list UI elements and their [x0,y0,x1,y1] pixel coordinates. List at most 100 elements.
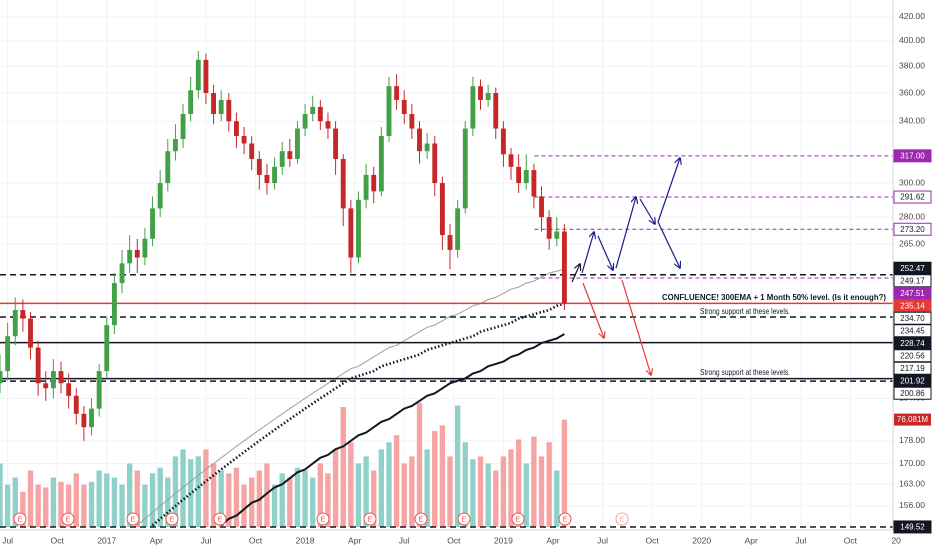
level-label-box [893,149,932,163]
level-label: 200.86 [900,389,925,398]
x-tick-label: Oct [249,535,263,545]
level-label-box [893,190,932,204]
x-tick-label: Apr [546,535,559,545]
volume-bar [233,467,240,527]
volume-bar [371,470,377,527]
x-tick-label: 2018 [296,535,315,545]
candle-body [394,86,400,100]
volume-bar [432,431,438,527]
candle-body [386,86,392,136]
moving-average [220,333,565,527]
volume-bar [43,487,49,527]
volume-bar [470,459,476,527]
volume-bar [226,473,232,527]
volume-bar [447,456,453,527]
candles [0,50,567,441]
volume-bar [149,473,156,527]
level-label-box [893,520,932,534]
arrow [657,158,680,223]
grid [0,0,893,530]
candle-body [523,170,529,184]
level-label: 149.52 [900,523,925,532]
x-tick-label: Jul [2,535,13,545]
candle-body [241,135,247,144]
arrow [621,279,651,375]
candle-body [432,143,438,184]
candle-body [195,59,201,91]
level-label: 317.00 [900,151,925,160]
candle-body [302,114,308,129]
annotation: Strong support at these levels. [700,307,790,316]
candle-body [561,231,567,304]
candle-body [66,383,72,396]
candle-body [20,309,26,319]
volume-bar [210,463,217,527]
volume-bar [172,456,179,527]
candle-body [500,128,506,155]
candle-body [424,143,430,152]
earnings-marker [558,512,572,526]
arrow [639,198,655,224]
candle-body [333,128,339,159]
candle-body [554,231,560,239]
level-lines [0,155,893,528]
candle-body [348,208,354,258]
candle-body [134,249,140,258]
volume-bar [332,449,339,527]
level-label: 252.47 [900,264,925,273]
candle-body [28,318,33,348]
volume-bar [538,456,545,527]
volume-bar [546,442,552,527]
earnings-label: E [218,516,223,523]
volume-bar [401,463,407,527]
volume-bar [561,419,568,527]
candle-body [531,170,537,197]
earnings-marker [414,512,428,526]
candle-body [363,174,369,200]
volume-bar [515,439,522,527]
level-label: 220.56 [900,351,925,360]
x-tick-label: Jul [597,535,608,545]
earnings-marker [615,512,629,526]
candle-body [218,99,224,115]
candle-body [58,371,64,384]
candle-body [462,128,468,209]
candle-body [0,371,3,384]
axis-labels: 420.00 400.00 380.00 360.00 340.00 300.00 280.… [2,11,932,545]
candle-body [104,325,110,372]
candle-body [470,86,476,129]
volume-bar [439,425,446,527]
volume-bar [81,484,87,527]
candle-body [150,208,155,239]
moving-averages [136,268,565,527]
candle-body [172,138,178,152]
candle-body [295,128,300,159]
volume-bar [4,484,11,527]
volume-bar [218,470,224,527]
volume-bar [0,463,3,527]
level-label: 291.62 [900,193,925,202]
y-tick-label: 178.00 [899,435,925,445]
candle-body [256,158,262,175]
volume-bar [264,463,270,527]
volume-bar [104,473,110,527]
x-tick-label: Oct [646,535,660,545]
earnings-label: E [462,516,467,523]
volume-bar [27,470,34,527]
candle-body [188,90,194,115]
candle-body [485,93,491,100]
candle-body [35,347,41,384]
volume-bar [142,484,148,527]
volume-bar [180,449,186,527]
candle-body [157,183,163,209]
earnings-label: E [66,516,71,523]
earnings-label: E [18,516,23,523]
candle-body [340,158,346,209]
volume-bar [165,477,171,527]
x-tick-label: Oct [844,535,858,545]
candle-body [378,135,384,192]
candle-body [249,143,255,159]
volume [0,402,568,527]
x-tick-label: Apr [150,535,163,545]
